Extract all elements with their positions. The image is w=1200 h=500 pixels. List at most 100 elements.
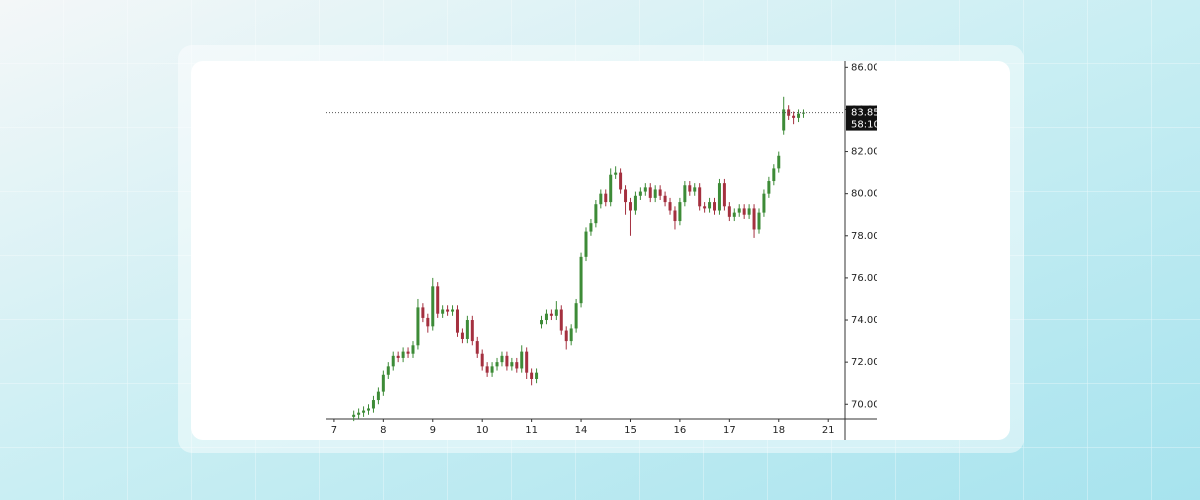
candle-body bbox=[673, 210, 677, 222]
candle-body bbox=[386, 366, 390, 375]
candle-body bbox=[391, 355, 395, 367]
candle-body bbox=[480, 353, 484, 367]
candle-body bbox=[619, 172, 623, 190]
x-tick-label: 7 bbox=[331, 425, 337, 436]
candle-body bbox=[357, 412, 361, 415]
candle-body bbox=[411, 345, 415, 354]
candle-body bbox=[515, 362, 519, 369]
candle-body bbox=[544, 313, 548, 321]
last-price-label: 83.85 bbox=[851, 108, 880, 119]
candle-body bbox=[648, 187, 652, 198]
candle-body bbox=[574, 303, 578, 329]
candle-body bbox=[782, 109, 786, 131]
candle-body bbox=[703, 206, 707, 209]
y-tick-label: 72.00 bbox=[851, 357, 880, 368]
candle-body bbox=[737, 208, 741, 213]
x-tick-label: 8 bbox=[380, 425, 386, 436]
candle-body bbox=[381, 374, 385, 392]
x-tick-label: 14 bbox=[575, 425, 588, 436]
candle-body bbox=[446, 309, 450, 312]
candle-body bbox=[589, 223, 593, 232]
candle-body bbox=[628, 202, 632, 211]
candle-body bbox=[713, 202, 717, 211]
x-tick-label: 21 bbox=[822, 425, 835, 436]
candle-body bbox=[500, 355, 504, 363]
candle-body bbox=[579, 256, 583, 304]
candle-body bbox=[757, 212, 761, 230]
candle-body bbox=[752, 208, 756, 230]
candle-body bbox=[371, 400, 375, 409]
candle-body bbox=[693, 187, 697, 192]
y-tick-label: 78.00 bbox=[851, 231, 880, 242]
candle-body bbox=[520, 351, 524, 369]
y-tick-label: 80.00 bbox=[851, 189, 880, 200]
candle-body bbox=[416, 307, 420, 346]
y-tick-label: 74.00 bbox=[851, 315, 880, 326]
candle-body bbox=[688, 185, 692, 192]
candle-body bbox=[594, 204, 598, 224]
candle-body bbox=[396, 355, 400, 358]
x-tick-label: 17 bbox=[723, 425, 736, 436]
candle-body bbox=[747, 208, 751, 215]
candle-body bbox=[485, 366, 489, 373]
candle-body bbox=[540, 320, 544, 325]
candle-body bbox=[535, 372, 539, 379]
candle-body bbox=[431, 286, 435, 327]
candle-body bbox=[455, 309, 459, 333]
candle-body bbox=[559, 309, 563, 331]
candle-body bbox=[362, 410, 366, 413]
candle-body bbox=[465, 320, 469, 339]
x-tick-label: 10 bbox=[476, 425, 489, 436]
candle-body bbox=[599, 193, 603, 205]
candle-body bbox=[762, 193, 766, 213]
candle-body bbox=[614, 172, 618, 175]
candle-body bbox=[584, 231, 588, 257]
candle-body bbox=[475, 341, 479, 354]
last-price-box bbox=[846, 105, 877, 131]
candle-body bbox=[406, 351, 410, 354]
candle-body bbox=[797, 113, 801, 118]
candle-body bbox=[436, 286, 440, 314]
candle-body bbox=[401, 351, 405, 358]
candle-body bbox=[732, 212, 736, 217]
candle-body bbox=[470, 320, 474, 342]
candle-body bbox=[717, 183, 721, 211]
candle-body bbox=[510, 362, 514, 367]
candle-body bbox=[564, 330, 568, 342]
y-tick-label: 86.00 bbox=[851, 62, 880, 73]
candle-body bbox=[604, 193, 608, 203]
candle-body bbox=[638, 191, 642, 196]
chart: 70.0072.0074.0076.0078.0080.0082.0084.00… bbox=[326, 61, 880, 440]
x-tick-label: 16 bbox=[674, 425, 687, 436]
candle-body bbox=[352, 414, 356, 417]
candle-body bbox=[767, 181, 771, 194]
candle-body bbox=[505, 355, 509, 367]
candle-body bbox=[742, 208, 746, 215]
candle-body bbox=[663, 195, 667, 203]
candle-body bbox=[698, 187, 702, 207]
candle-body bbox=[708, 202, 712, 209]
candle-body bbox=[777, 155, 781, 169]
candle-body bbox=[525, 351, 529, 373]
candle-body bbox=[722, 183, 726, 207]
candle-body bbox=[683, 185, 687, 203]
candle-body bbox=[554, 309, 558, 316]
x-tick-label: 18 bbox=[772, 425, 785, 436]
candle-body bbox=[653, 189, 657, 198]
x-tick-label: 15 bbox=[624, 425, 637, 436]
candle-body bbox=[451, 309, 455, 312]
candle-body bbox=[792, 115, 796, 118]
candle-body bbox=[678, 202, 682, 222]
candle-body bbox=[609, 174, 613, 203]
candle-body bbox=[633, 195, 637, 211]
candle-body bbox=[624, 189, 628, 203]
candle-body bbox=[441, 309, 445, 314]
candle-body bbox=[460, 332, 464, 339]
candle-body bbox=[668, 202, 672, 211]
y-tick-label: 76.00 bbox=[851, 273, 880, 284]
candle-body bbox=[658, 189, 662, 196]
card bbox=[191, 61, 1010, 440]
candle-body bbox=[549, 313, 553, 316]
x-tick-label: 9 bbox=[430, 425, 436, 436]
